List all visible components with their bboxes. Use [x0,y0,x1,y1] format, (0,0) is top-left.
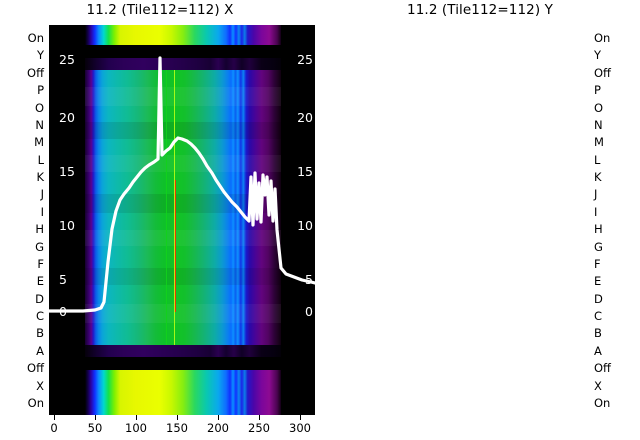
x-tick-label: 300 [289,421,311,435]
y-tick-label-b: B [594,326,602,341]
y-tick-label-k: K [594,170,602,185]
x-tick-label: 250 [248,421,270,435]
heat-row-shade [85,86,281,106]
y-tick-label-c: C [35,309,44,324]
heat-row-lower-dark [85,345,281,357]
y-tick-label-d: D [35,291,44,306]
y-tick-label-m: M [594,135,604,150]
y-tick-label-l: L [594,152,601,167]
x-tick-label: 200 [207,421,229,435]
heat-row-shade [85,268,281,285]
inner-tick-25-left: 25 [59,52,75,67]
y-tick-column-right: On Y Off P O N M L K J I H G F E D C B A Off X On [594,25,636,415]
y-tick-label-on: On [594,31,611,45]
x-tick-label: 150 [166,421,188,435]
panel-right: 11.2 (Tile112=112) Y 25 20 [320,0,640,440]
y-tick-label-c: C [594,309,603,324]
y-tick-label-g: G [35,239,44,254]
y-tick-label-off: Off [27,361,44,376]
y-tick-label-j: J [594,187,598,202]
heat-row-shade [85,155,281,172]
heat-band-bottom [85,370,281,415]
inner-tick-5-left: 5 [59,272,67,287]
heat-row-shade [85,229,281,246]
y-tick-label-e: E [594,274,602,289]
y-tick-label-l: L [37,152,44,167]
y-tick-label-o: O [34,100,44,115]
x-tick-label: 100 [125,421,147,435]
y-tick-label-j: J [40,187,44,202]
panel-right-title: 11.2 (Tile112=112) Y [407,2,553,18]
y-tick-label-off: Off [594,361,611,376]
panel-left: 11.2 (Tile112=112) X Dipole [49,2,315,440]
heat-vertical-stripe [173,70,175,345]
heat-hot-stripe [174,180,177,312]
y-tick-label-e: E [36,274,44,289]
inner-tick-10-right: 10 [297,218,313,233]
y-tick-label-i: I [594,204,598,219]
inner-tick-10-left: 10 [59,218,75,233]
y-tick-label-d: D [594,291,603,306]
y-tick-label-h: H [594,222,603,237]
y-tick-label-b: B [36,326,44,341]
y-tick-label-n: N [594,117,603,132]
y-tick-label-p: P [37,83,44,98]
y-tick-label-h: H [35,222,44,237]
y-tick-label-a: A [594,343,602,358]
inner-tick-25-right: 25 [297,52,313,67]
heat-vertical-stripe [166,70,168,345]
inner-tick-20-left: 20 [59,110,75,125]
x-tick-label: 50 [87,421,103,435]
y-tick-label-off: Off [27,65,44,80]
y-tick-label-i: I [40,204,44,219]
y-tick-label-x: X [594,378,602,393]
inner-tick-15-right: 15 [297,164,313,179]
heat-band-top [85,25,281,45]
y-tick-label-k: K [36,170,44,185]
y-tick-label-f: F [37,256,44,271]
y-tick-label-y: Y [36,48,44,63]
heat-row-shade [85,122,281,139]
y-tick-label-m: M [34,135,44,150]
y-tick-label-on: On [594,396,611,410]
inner-tick-15-left: 15 [59,164,75,179]
heat-row-upper-dark [85,58,281,70]
y-tick-label-on: On [27,31,44,45]
inner-tick-20-right: 20 [297,110,313,125]
heatmap-body [85,70,281,345]
y-tick-column-left: On Y Off P O N M L K J I H G F E D C B A Off X On [2,25,44,415]
y-tick-label-a: A [36,343,44,358]
y-tick-label-f: F [594,256,601,271]
y-tick-label-off: Off [594,65,611,80]
y-tick-label-y: Y [594,48,602,63]
y-tick-label-g: G [594,239,603,254]
y-tick-label-o: O [594,100,604,115]
heat-row-shade [85,303,281,323]
y-tick-label-on: On [27,396,44,410]
inner-tick-0-right: 0 [305,304,313,319]
y-tick-label-p: P [594,83,601,98]
y-tick-label-n: N [35,117,44,132]
panel-left-title: 11.2 (Tile112=112) X [86,2,234,18]
inner-tick-5-right: 5 [305,272,313,287]
inner-tick-0-left: 0 [59,304,67,319]
heat-row-shade [85,193,281,213]
x-tick-label: 0 [50,421,58,435]
y-tick-label-x: X [36,378,44,393]
plot-area-left[interactable]: 25 20 15 10 5 0 25 20 15 10 5 0 [49,25,315,415]
x-axis-left: 0 50 100 150 200 250 300 [49,415,315,440]
